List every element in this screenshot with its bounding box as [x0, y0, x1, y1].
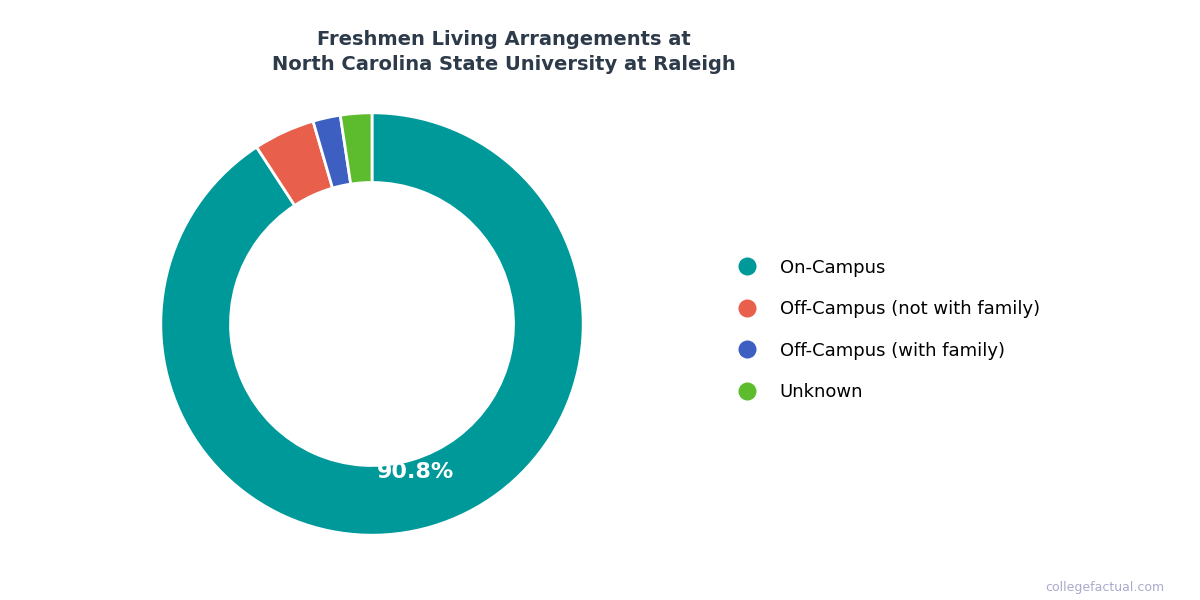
Wedge shape: [257, 121, 332, 205]
Wedge shape: [161, 113, 583, 535]
Wedge shape: [341, 113, 372, 184]
Text: collegefactual.com: collegefactual.com: [1045, 581, 1164, 594]
Legend: On-Campus, Off-Campus (not with family), Off-Campus (with family), Unknown: On-Campus, Off-Campus (not with family),…: [730, 259, 1039, 401]
Text: 90.8%: 90.8%: [377, 462, 455, 482]
Text: Freshmen Living Arrangements at
North Carolina State University at Raleigh: Freshmen Living Arrangements at North Ca…: [272, 30, 736, 74]
Wedge shape: [313, 115, 350, 188]
